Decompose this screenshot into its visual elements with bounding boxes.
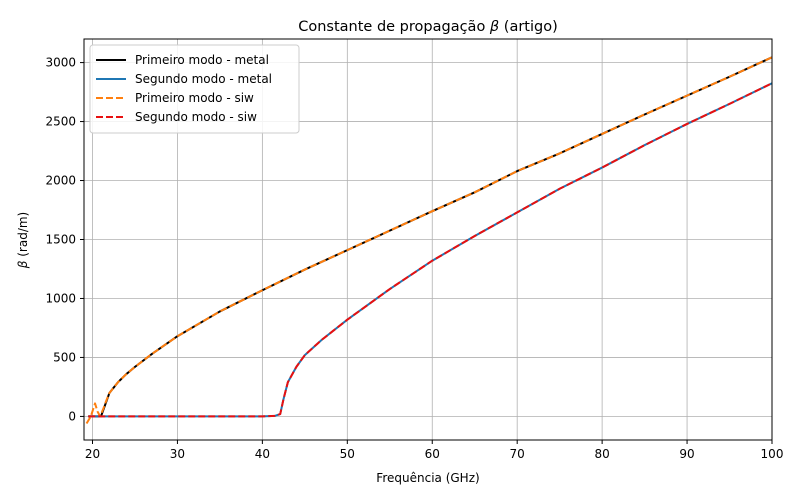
x-axis-label: Frequência (GHz) <box>376 471 479 485</box>
x-tick-label: 20 <box>85 447 100 461</box>
legend-label-2: Segundo modo - metal <box>135 72 272 86</box>
series-line-3 <box>85 56 772 425</box>
y-tick-label: 1500 <box>45 233 76 247</box>
ticks: 20 30 40 50 60 70 80 90 100050010001500200025003… <box>45 56 783 461</box>
x-tick-label: 70 <box>510 447 525 461</box>
legend-label-4: Segundo modo - siw <box>135 110 257 124</box>
x-tick-label: 90 <box>679 447 694 461</box>
x-tick-label: 30 <box>170 447 185 461</box>
x-tick-label: 100 <box>761 447 784 461</box>
series-line-4 <box>88 82 772 418</box>
y-tick-label: 500 <box>53 350 76 364</box>
y-tick-label: 2000 <box>45 174 76 188</box>
ylabel-beta-symbol: β <box>16 260 30 269</box>
legend-label-1: Primeiro modo - metal <box>135 53 269 67</box>
y-axis-label: β (rad/m) <box>16 212 30 270</box>
y-tick-label: 1000 <box>45 291 76 305</box>
legend-label-3: Primeiro modo - siw <box>135 91 254 105</box>
legend: Primeiro modo - metal Segundo modo - meta… <box>89 44 300 134</box>
title-beta-symbol: β <box>489 19 499 35</box>
series-layer <box>85 56 772 425</box>
x-tick-label: 80 <box>594 447 609 461</box>
x-tick-label: 50 <box>340 447 355 461</box>
x-tick-label: 60 <box>425 447 440 461</box>
y-tick-label: 2500 <box>45 115 76 129</box>
series-lines <box>85 56 772 425</box>
y-tick-label: 3000 <box>45 56 76 70</box>
legend-box <box>89 44 300 134</box>
x-tick-label: 40 <box>255 447 270 461</box>
y-tick-label: 0 <box>68 409 76 423</box>
chart-title: Constante de propagação β (artigo) <box>298 19 558 35</box>
